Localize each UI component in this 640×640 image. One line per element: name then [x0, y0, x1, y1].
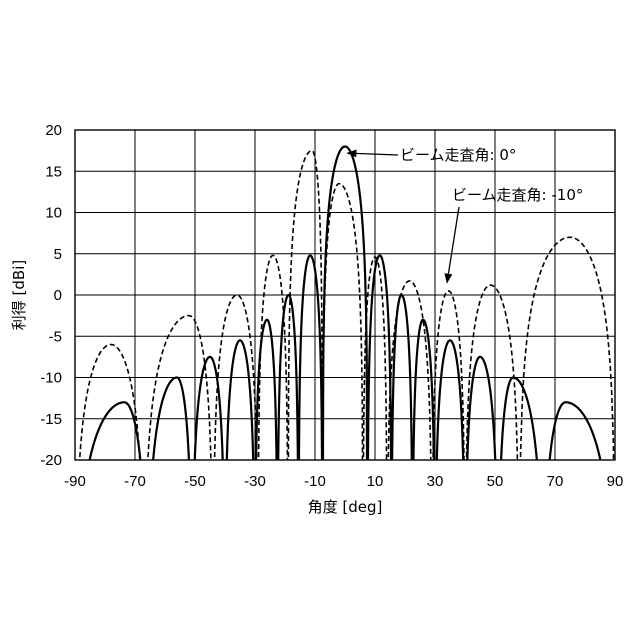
x-tick-label: 10 [367, 473, 384, 490]
y-tick-label: -10 [40, 370, 62, 387]
y-tick-label: 10 [45, 205, 62, 222]
annotation-label-scan-0: ビーム走査角: 0° [400, 146, 516, 164]
annotation-arrow-scan-0 [347, 153, 398, 155]
series-group [75, 147, 615, 626]
y-axis-label: 利得 [dBi] [10, 260, 28, 330]
x-tick-label: -70 [124, 473, 146, 490]
y-tick-label: -20 [40, 452, 62, 469]
y-tick-label: -15 [40, 411, 62, 428]
x-tick-labels: -90 -70 -50 -30 -10 10 30 50 70 90 [64, 473, 623, 490]
series-line-scan-minus10 [75, 151, 615, 625]
x-tick-label: 70 [547, 473, 564, 490]
y-tick-labels: -20 -15 -10 -5 0 5 10 15 20 [40, 122, 62, 469]
x-tick-label: -90 [64, 473, 86, 490]
x-tick-label: -30 [244, 473, 266, 490]
annotation-arrow-scan-minus10 [447, 207, 459, 283]
y-tick-label: 0 [54, 287, 62, 304]
x-tick-label: 30 [427, 473, 444, 490]
x-tick-label: -50 [184, 473, 206, 490]
x-tick-label: 90 [607, 473, 624, 490]
x-tick-label: -10 [304, 473, 326, 490]
y-tick-label: 20 [45, 122, 62, 139]
x-tick-label: 50 [487, 473, 504, 490]
x-axis-label: 角度 [deg] [308, 498, 383, 516]
y-tick-label: 15 [45, 163, 62, 180]
y-tick-label: 5 [54, 246, 62, 263]
y-tick-label: -5 [49, 328, 62, 345]
series-line-scan-0 [75, 147, 615, 626]
annotation-label-scan-minus10: ビーム走査角: -10° [452, 186, 583, 204]
